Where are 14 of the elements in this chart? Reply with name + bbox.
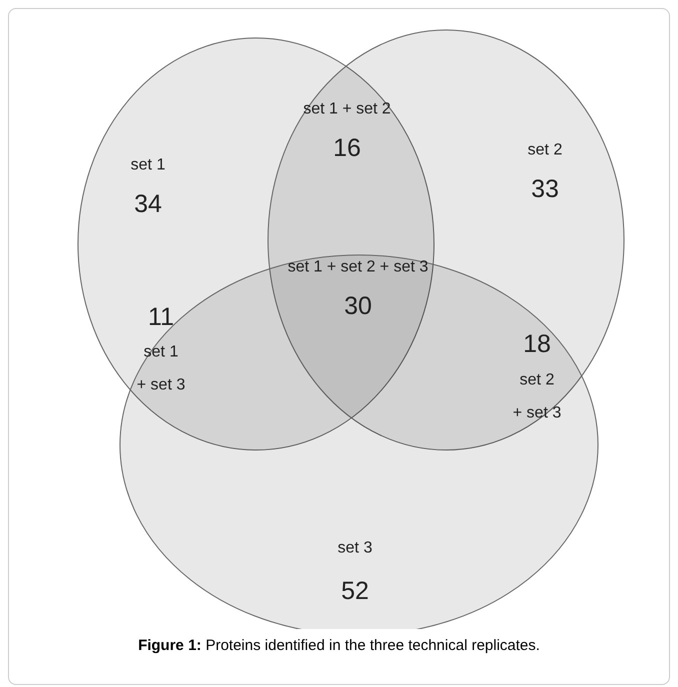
category-label: set 2 xyxy=(528,141,562,158)
category-label: set 3 xyxy=(338,539,372,556)
data-label: 18 xyxy=(523,330,551,358)
category-label: set 1 xyxy=(130,156,166,174)
text: Figure 1: xyxy=(138,637,202,654)
category-label: set 1 + set 2 + set 3 xyxy=(288,258,428,276)
data-label: 11 xyxy=(148,302,174,331)
data-label: 33 xyxy=(531,174,559,203)
data-label: 16 xyxy=(333,134,361,162)
data-label: 52 xyxy=(341,576,369,605)
category-label: set 2 + set 3 xyxy=(512,371,562,422)
text: Proteins identified in the three technical replicates. xyxy=(206,637,540,654)
data-label: 34 xyxy=(134,190,162,218)
data-label: 30 xyxy=(344,292,372,320)
